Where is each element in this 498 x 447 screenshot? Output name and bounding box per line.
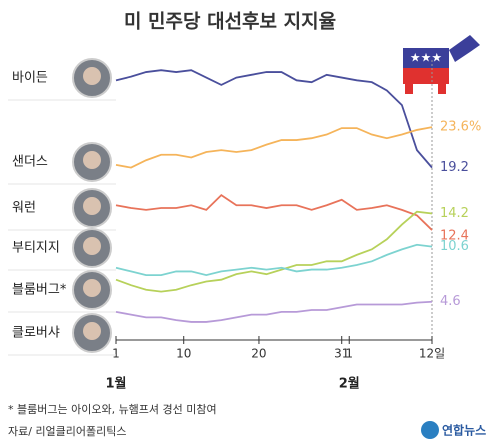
photo-face xyxy=(83,151,101,169)
x-tick-label: 1 xyxy=(345,347,353,361)
photo-face xyxy=(83,67,101,85)
series-line xyxy=(115,126,433,169)
legend-label: 샌더스 xyxy=(12,155,48,170)
x-tick-label: 12일 xyxy=(419,347,445,361)
photo-face xyxy=(83,279,101,297)
legend-label: 블룸버그* xyxy=(12,283,67,298)
series-line xyxy=(115,210,433,293)
x-tick-label: 10 xyxy=(176,347,191,361)
logo-icon xyxy=(421,421,439,439)
legend-label: 부티지지 xyxy=(12,241,60,256)
series-line xyxy=(115,194,433,231)
source: 자료/ 리얼클리어폴리틱스 xyxy=(8,424,127,438)
chart-title: 미 민주당 대선후보 지지율 xyxy=(124,11,336,33)
series-line xyxy=(115,300,433,323)
series-line xyxy=(115,243,433,277)
series-line xyxy=(115,69,433,169)
x-tick-label: 31 xyxy=(334,347,349,361)
end-label: 14.2 xyxy=(440,206,469,221)
photo-face xyxy=(83,197,101,215)
footnote: * 블룸버그는 아이오와, 뉴햄프셔 경선 미참여 xyxy=(8,403,217,416)
legend-label: 바이든 xyxy=(12,71,48,86)
legend-label: 클로버샤 xyxy=(12,326,60,341)
donkey-icon: ★★★ xyxy=(403,35,480,94)
logo: 연합뉴스 xyxy=(442,423,486,438)
end-label: 10.6 xyxy=(440,239,469,254)
x-tick-label: 1 xyxy=(112,347,120,361)
month-label: 2월 xyxy=(339,376,360,392)
x-tick-label: 20 xyxy=(251,347,266,361)
end-label: 19.2 xyxy=(440,160,469,175)
end-label: 12.4 xyxy=(440,229,469,244)
end-label: 23.6% xyxy=(440,120,481,135)
svg-text:★★★: ★★★ xyxy=(410,51,442,65)
month-label: 1월 xyxy=(105,376,126,392)
legend-label: 워런 xyxy=(12,201,36,216)
photo-face xyxy=(83,237,101,255)
end-label: 4.6 xyxy=(440,294,461,309)
photo-face xyxy=(83,322,101,340)
